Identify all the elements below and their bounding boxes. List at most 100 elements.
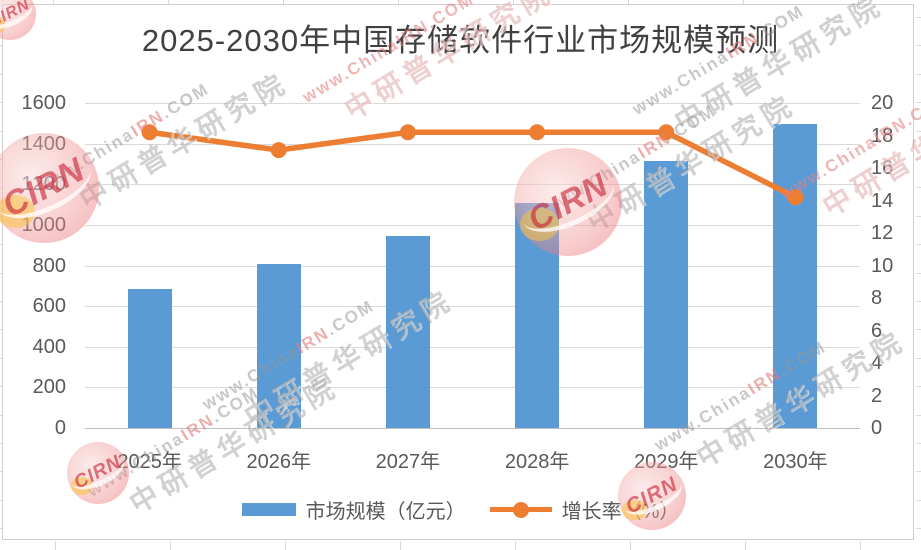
legend-bar-swatch-icon <box>241 503 296 516</box>
legend-label-growth-rate[interactable]: 增长率（%） <box>561 501 680 523</box>
spreadsheet-gridline-tick <box>0 187 2 189</box>
spreadsheet-gridline-tick <box>916 130 921 132</box>
bar-2030年[interactable] <box>773 124 818 428</box>
right-tick-8: 8 <box>871 287 883 309</box>
growth-marker-2028年[interactable] <box>529 124 546 141</box>
growth-marker-2026年[interactable] <box>270 142 287 159</box>
spreadsheet-gridline-tick <box>916 386 921 388</box>
left-axis-tick-labels: 1600 1400 1200 1000 800 600 400 200 0 <box>0 93 67 438</box>
spreadsheet-gridline-tick <box>916 159 921 160</box>
left-tick-400: 400 <box>32 335 66 358</box>
bar-2027年[interactable] <box>385 236 430 428</box>
x-axis-label-2028年: 2028年 <box>504 451 570 473</box>
growth-marker-2027年[interactable] <box>399 124 416 141</box>
gridline <box>85 387 860 389</box>
x-axis-label-2029年: 2029年 <box>634 451 699 473</box>
spreadsheet-gridline-tick <box>916 528 921 530</box>
gridline <box>85 184 860 186</box>
x-axis-label-2030年: 2030年 <box>763 451 828 473</box>
spreadsheet-gridline-tick <box>0 102 2 104</box>
spreadsheet-gridline-tick <box>916 329 921 331</box>
spreadsheet-gridline-tick <box>916 45 921 47</box>
spreadsheet-gridline-tick <box>858 0 859 4</box>
spreadsheet-gridline-tick <box>745 541 746 550</box>
growth-line-path[interactable] <box>149 129 797 200</box>
spreadsheet-gridline-tick <box>916 301 921 302</box>
left-tick-1400: 1400 <box>21 132 67 155</box>
bar-2029年[interactable] <box>644 160 689 428</box>
spreadsheet-gridline-tick <box>0 414 2 416</box>
spreadsheet-gridline-tick <box>860 541 861 550</box>
spreadsheet-gridline-tick <box>0 471 2 473</box>
growth-marker-2029年[interactable] <box>658 124 675 141</box>
chart-title: 2025-2030年中国存储软件行业市场规模预测 <box>141 23 780 58</box>
left-tick-200: 200 <box>32 376 66 399</box>
spreadsheet-gridline-tick <box>0 357 2 359</box>
left-tick-1200: 1200 <box>21 173 67 196</box>
spreadsheet-gridline-tick <box>0 528 2 530</box>
spreadsheet-gridline-tick <box>0 17 2 18</box>
bar-2026年[interactable] <box>256 264 301 428</box>
spreadsheet-gridline-tick <box>628 0 629 4</box>
gridline <box>85 103 860 104</box>
spreadsheet-gridline-tick <box>916 272 921 274</box>
spreadsheet-gridline-tick <box>0 272 2 274</box>
bar-2025年[interactable] <box>127 288 172 428</box>
right-tick-6: 6 <box>871 319 883 342</box>
spreadsheet-gridline-tick <box>916 443 921 444</box>
spreadsheet-gridline-tick <box>285 541 286 550</box>
spreadsheet-gridline-tick <box>400 541 401 550</box>
growth-marker-2025年[interactable] <box>141 124 158 141</box>
spreadsheet-gridline-tick <box>0 244 2 246</box>
spreadsheet-gridline-tick <box>0 329 2 331</box>
left-tick-1600: 1600 <box>21 92 67 114</box>
spreadsheet-gridline-tick <box>168 0 169 4</box>
right-tick-18: 18 <box>871 124 894 147</box>
spreadsheet-gridline-tick <box>0 159 2 160</box>
plot-area: 2025年 2026年 2027年 2028年 2029年 2030年 <box>85 103 860 473</box>
right-axis-tick-labels: 20 18 16 14 12 10 8 6 4 2 0 <box>871 93 919 438</box>
growth-marker-2030年[interactable] <box>787 189 804 206</box>
gridline <box>85 265 860 267</box>
chart-frame <box>2 4 914 540</box>
gridline <box>85 346 860 348</box>
chart-legend[interactable]: 市场规模（亿元） 增长率（%） <box>0 495 921 524</box>
spreadsheet-gridline-tick <box>55 541 56 550</box>
x-axis-label-2027年: 2027年 <box>375 451 441 473</box>
spreadsheet-gridline-tick <box>743 0 744 4</box>
spreadsheet-gridline-tick <box>916 187 921 189</box>
spreadsheet-gridline-tick <box>0 130 2 132</box>
x-axis-line <box>85 428 860 429</box>
legend-line-dot-icon <box>512 501 529 518</box>
spreadsheet-gridline-tick <box>0 499 2 501</box>
right-tick-12: 12 <box>871 222 894 244</box>
spreadsheet-gridline-tick <box>916 499 921 501</box>
right-tick-14: 14 <box>871 189 894 212</box>
legend-label-market-size[interactable]: 市场规模（亿元） <box>305 501 466 523</box>
left-tick-1000: 1000 <box>21 213 67 236</box>
spreadsheet-gridline-tick <box>0 386 2 388</box>
spreadsheet-gridline-tick <box>916 471 921 473</box>
spreadsheet-gridline-tick <box>916 73 921 75</box>
left-tick-600: 600 <box>32 295 66 318</box>
spreadsheet-gridline-tick <box>916 17 921 18</box>
right-tick-2: 2 <box>871 384 883 407</box>
legend-line-swatch-icon <box>489 501 552 518</box>
left-tick-0: 0 <box>54 417 66 439</box>
spreadsheet-gridline-tick <box>170 541 171 550</box>
spreadsheet-gridline-tick <box>916 102 921 104</box>
spreadsheet-gridline-tick <box>630 541 631 550</box>
spreadsheet-gridline-tick <box>515 541 516 550</box>
growth-rate-line[interactable] <box>85 103 860 428</box>
right-tick-20: 20 <box>871 92 894 114</box>
spreadsheet-gridline-tick <box>916 215 921 217</box>
right-tick-16: 16 <box>871 157 894 179</box>
left-tick-800: 800 <box>32 254 66 277</box>
spreadsheet-gridline-tick <box>916 357 921 359</box>
gridline <box>85 224 860 226</box>
spreadsheet-gridline-tick <box>0 301 2 302</box>
spreadsheet-gridline-tick <box>916 414 921 416</box>
spreadsheet-gridline-tick <box>916 244 921 246</box>
spreadsheet-gridline-tick <box>0 215 2 217</box>
